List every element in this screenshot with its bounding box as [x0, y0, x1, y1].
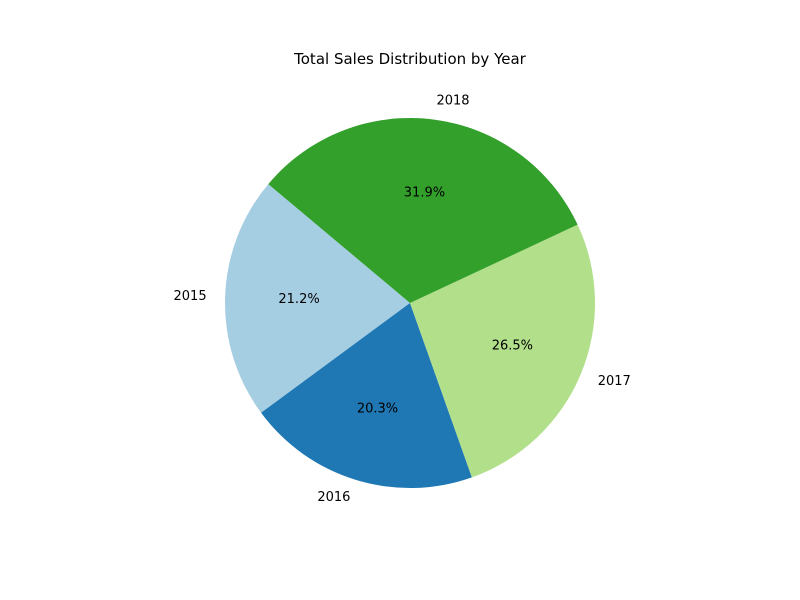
pie-slice-2018: [268, 118, 578, 303]
slice-label-2018: 2018: [436, 94, 469, 109]
pie-labels: 2015 21.2% 2016 20.3% 2017 26.5% 2018 31.9%: [174, 94, 631, 505]
slice-label-2017: 2017: [598, 374, 631, 389]
slice-percent-2016: 20.3%: [357, 402, 398, 417]
slice-percent-2018: 31.9%: [404, 185, 445, 200]
chart-title: Total Sales Distribution by Year: [293, 50, 527, 68]
pie-slices: [224, 118, 595, 489]
slice-percent-2017: 26.5%: [492, 338, 533, 353]
slice-label-2015: 2015: [174, 289, 207, 304]
pie-slice-2016: [261, 303, 472, 489]
slice-label-2016: 2016: [317, 490, 350, 505]
pie-slice-2015: [224, 184, 410, 413]
slice-percent-2015: 21.2%: [278, 292, 319, 307]
pie-slice-2017: [410, 224, 595, 478]
